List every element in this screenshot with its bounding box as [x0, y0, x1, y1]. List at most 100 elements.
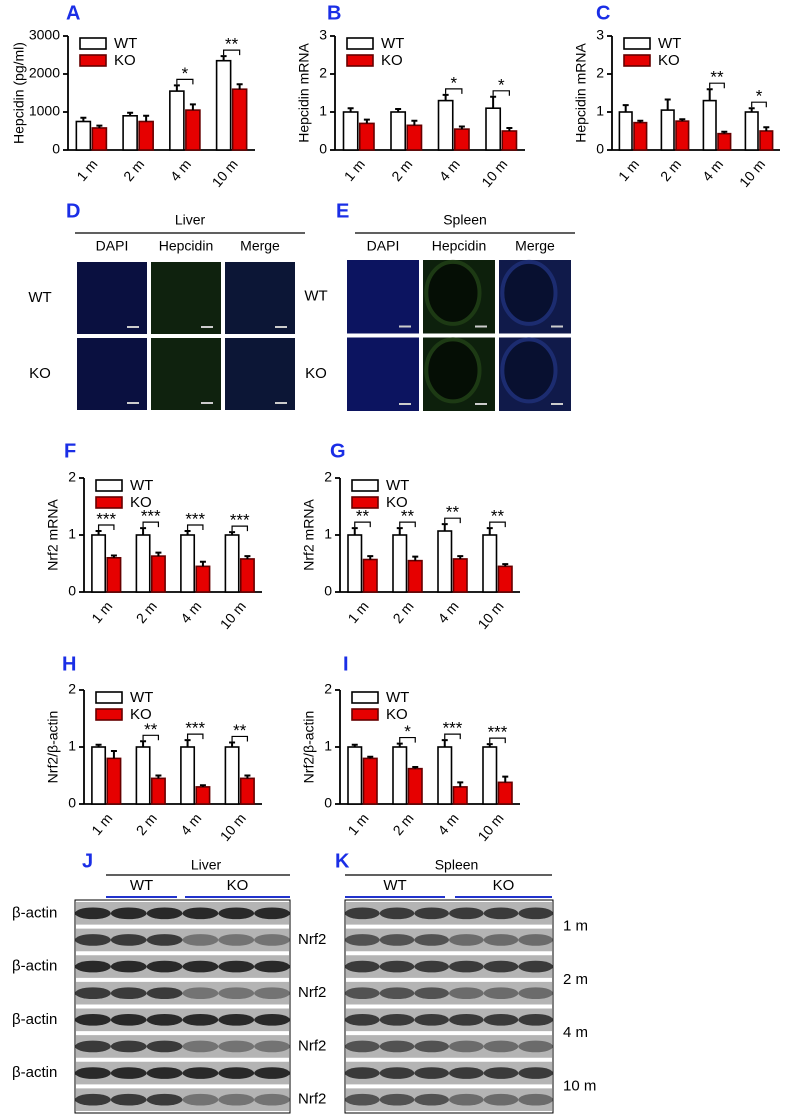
significance-bracket: [231, 735, 249, 742]
blot-band: [483, 1067, 519, 1079]
legend-label: WT: [658, 35, 681, 52]
scale-bar: [127, 402, 139, 404]
scale-bar: [551, 403, 563, 405]
group-label: WT: [130, 877, 153, 894]
scale-bar: [551, 325, 563, 328]
blot-band: [518, 960, 554, 973]
column-label: DAPI: [96, 238, 129, 254]
bar: [150, 555, 166, 593]
y-tick-label: 1: [596, 103, 604, 119]
legend-swatch: [351, 496, 379, 509]
error-bar: [199, 560, 206, 567]
blot-row-label: 1 m: [563, 918, 588, 935]
bar: [497, 565, 513, 593]
bar: [75, 120, 92, 151]
error-bar: [412, 765, 419, 769]
error-bar: [110, 749, 117, 759]
bar: [452, 558, 468, 593]
y-tick-label: 0: [52, 141, 60, 157]
blot-band: [110, 934, 147, 946]
blot-band: [414, 1093, 449, 1106]
blot-band: [254, 907, 290, 920]
bar: [135, 746, 151, 805]
error-bar: [173, 84, 180, 92]
significance-label: ***: [488, 723, 508, 742]
bar: [195, 786, 211, 805]
blot-band: [218, 1067, 255, 1079]
blot-band: [483, 960, 519, 973]
legend-label: KO: [381, 52, 403, 69]
bar: [717, 132, 732, 151]
blot-band: [182, 1013, 219, 1026]
significance-label: *: [498, 75, 505, 94]
blot-band: [110, 907, 147, 920]
y-tick-label: 2: [319, 65, 327, 81]
blot-band: [254, 934, 290, 946]
legend-swatch: [351, 479, 379, 492]
y-axis-label: Hepcidin (pg/ml): [11, 42, 27, 144]
y-tick-label: 1: [324, 738, 332, 754]
blot-band: [110, 1093, 147, 1106]
x-tick-label: 1 m: [88, 810, 115, 838]
blot-row-label: 10 m: [563, 1077, 596, 1094]
x-tick-label: 2 m: [133, 598, 160, 626]
panel-letter: E: [336, 200, 349, 222]
blot-band: [483, 987, 519, 1000]
blot-band: [414, 1067, 449, 1079]
bar: [347, 534, 363, 593]
x-tick-label: 2 m: [389, 598, 416, 626]
blot-band: [182, 960, 219, 973]
blot-band: [182, 1040, 219, 1053]
y-tick-label: 0: [68, 583, 76, 599]
y-tick-label: 0: [68, 795, 76, 811]
y-tick-label: 2000: [29, 65, 60, 81]
bar: [239, 558, 255, 593]
bar: [195, 565, 211, 593]
blot-band: [449, 960, 484, 973]
blot-band: [218, 960, 255, 973]
error-bar: [442, 93, 449, 101]
bar: [501, 130, 518, 151]
blot-band: [146, 987, 183, 1000]
panel-letter: H: [62, 653, 76, 675]
bar: [342, 111, 359, 151]
micrograph: [77, 262, 147, 334]
legend-label: WT: [386, 689, 409, 706]
error-bar: [184, 739, 191, 747]
bar: [437, 99, 454, 151]
blot-band: [146, 1040, 183, 1053]
blot-band: [449, 907, 484, 920]
legend-label: KO: [114, 52, 136, 69]
legend-swatch: [351, 691, 379, 704]
blot-band: [483, 1093, 519, 1106]
scale-bar: [201, 326, 213, 328]
blot-band: [449, 934, 484, 946]
significance-label: **: [225, 35, 239, 54]
significance-label: ***: [96, 509, 116, 528]
error-bar: [236, 83, 243, 90]
blot-band: [218, 934, 255, 946]
error-bar: [95, 530, 102, 535]
bar: [744, 111, 759, 151]
error-bar: [490, 95, 497, 109]
blot-band: [345, 907, 380, 920]
blot-band: [379, 1013, 415, 1026]
significance-label: ***: [185, 719, 205, 738]
significance-bracket: [444, 517, 461, 524]
tissue-structure: [424, 259, 482, 326]
blot-band: [345, 960, 380, 973]
blot-band: [379, 934, 415, 946]
x-tick-label: 1 m: [344, 598, 371, 626]
error-bar: [96, 124, 103, 128]
bar: [239, 777, 255, 805]
x-tick-label: 10 m: [217, 810, 249, 844]
significance-label: ***: [230, 511, 250, 530]
blot-band: [379, 1067, 415, 1079]
blot-band: [518, 907, 554, 920]
legend-label: WT: [381, 35, 404, 52]
significance-bracket: [399, 736, 416, 743]
x-tick-label: 1 m: [344, 810, 371, 838]
legend-swatch: [623, 37, 651, 50]
blot-band: [518, 1093, 554, 1106]
